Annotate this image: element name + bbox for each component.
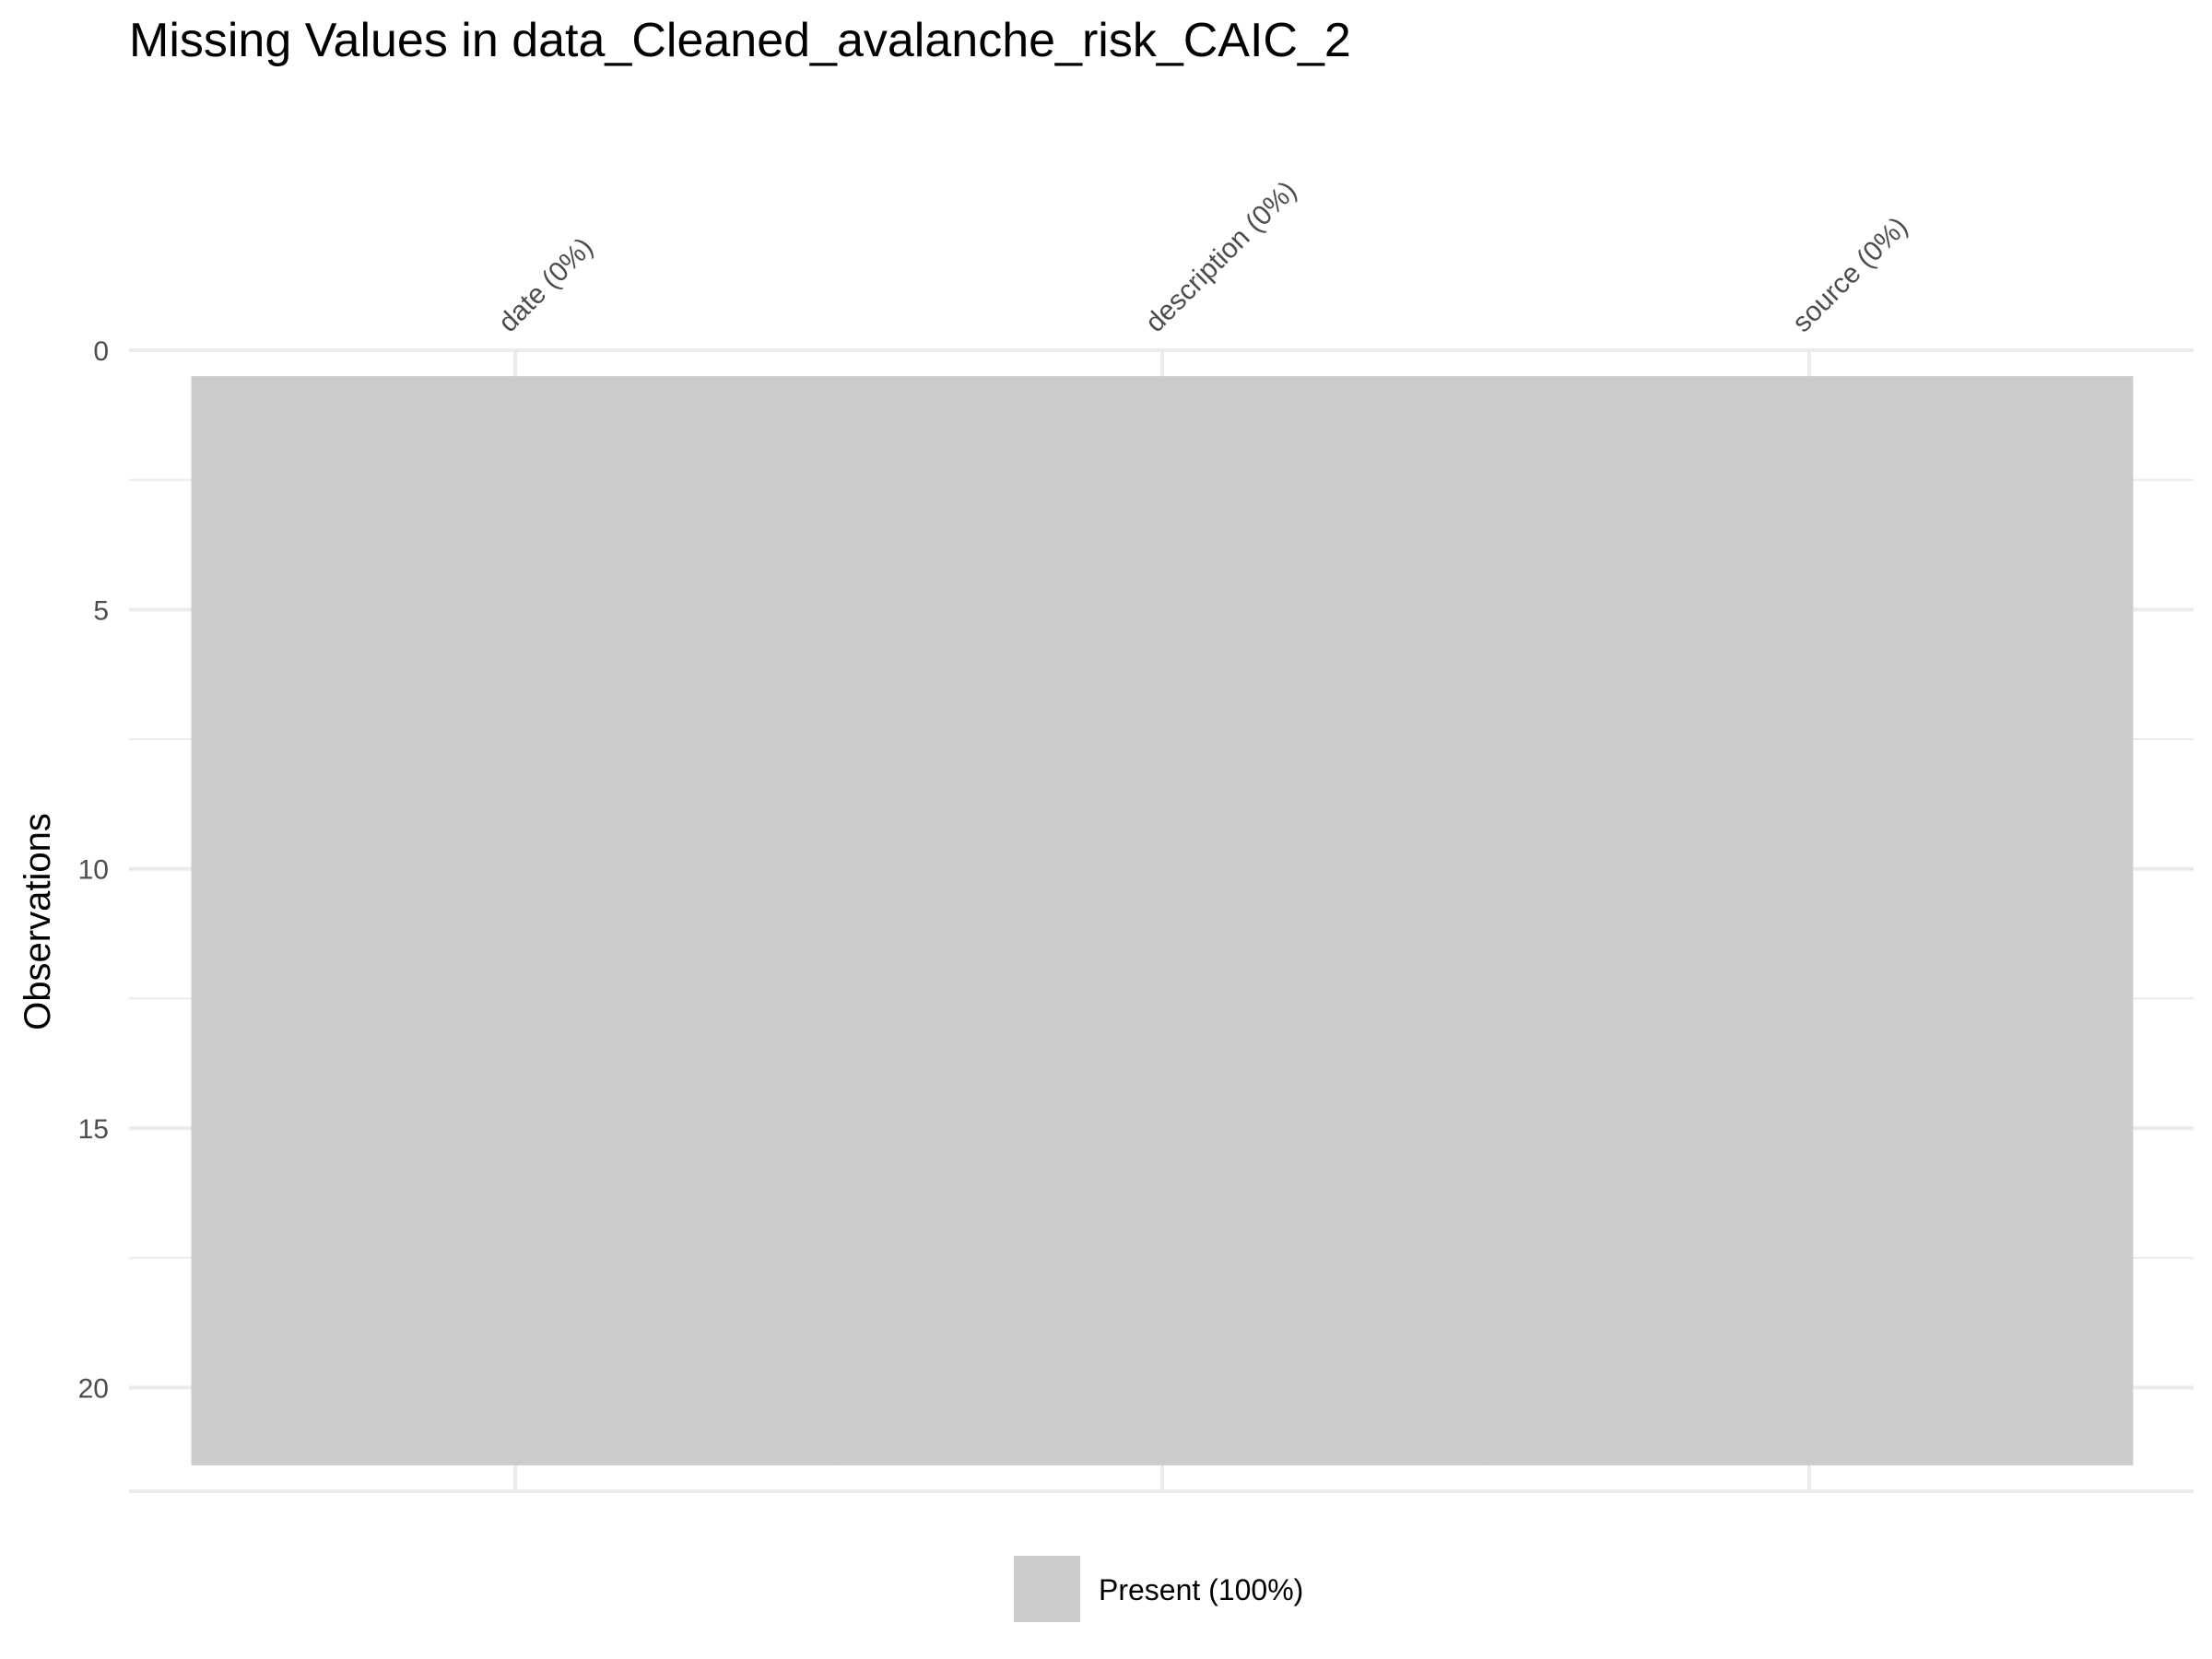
legend-label: Present (100%) [1099,1573,1303,1606]
y-tick-label: 10 [78,855,109,886]
heatmap-cell [838,376,1487,1465]
y-tick-label: 5 [93,595,109,626]
y-axis-label: Observations [18,813,58,1030]
heatmap-cells [191,376,2134,1465]
x-tick-label: description (0%) [1140,175,1303,338]
y-tick-label: 0 [93,336,109,367]
x-tick-label: source (0%) [1787,211,1914,338]
y-tick-label: 20 [78,1373,109,1404]
y-tick-labels: 0 5 10 15 20 [78,336,109,1404]
x-tick-label: date (0%) [493,232,599,338]
legend: Present (100%) [1014,1556,1303,1622]
x-tick-labels: date (0%) description (0%) source (0%) [493,175,1914,338]
heatmap-cell [191,376,840,1465]
heatmap-cell [1485,376,2134,1465]
chart-title: Missing Values in data_Cleaned_avalanche… [129,14,1351,67]
y-tick-label: 15 [78,1114,109,1145]
legend-swatch [1014,1556,1080,1622]
